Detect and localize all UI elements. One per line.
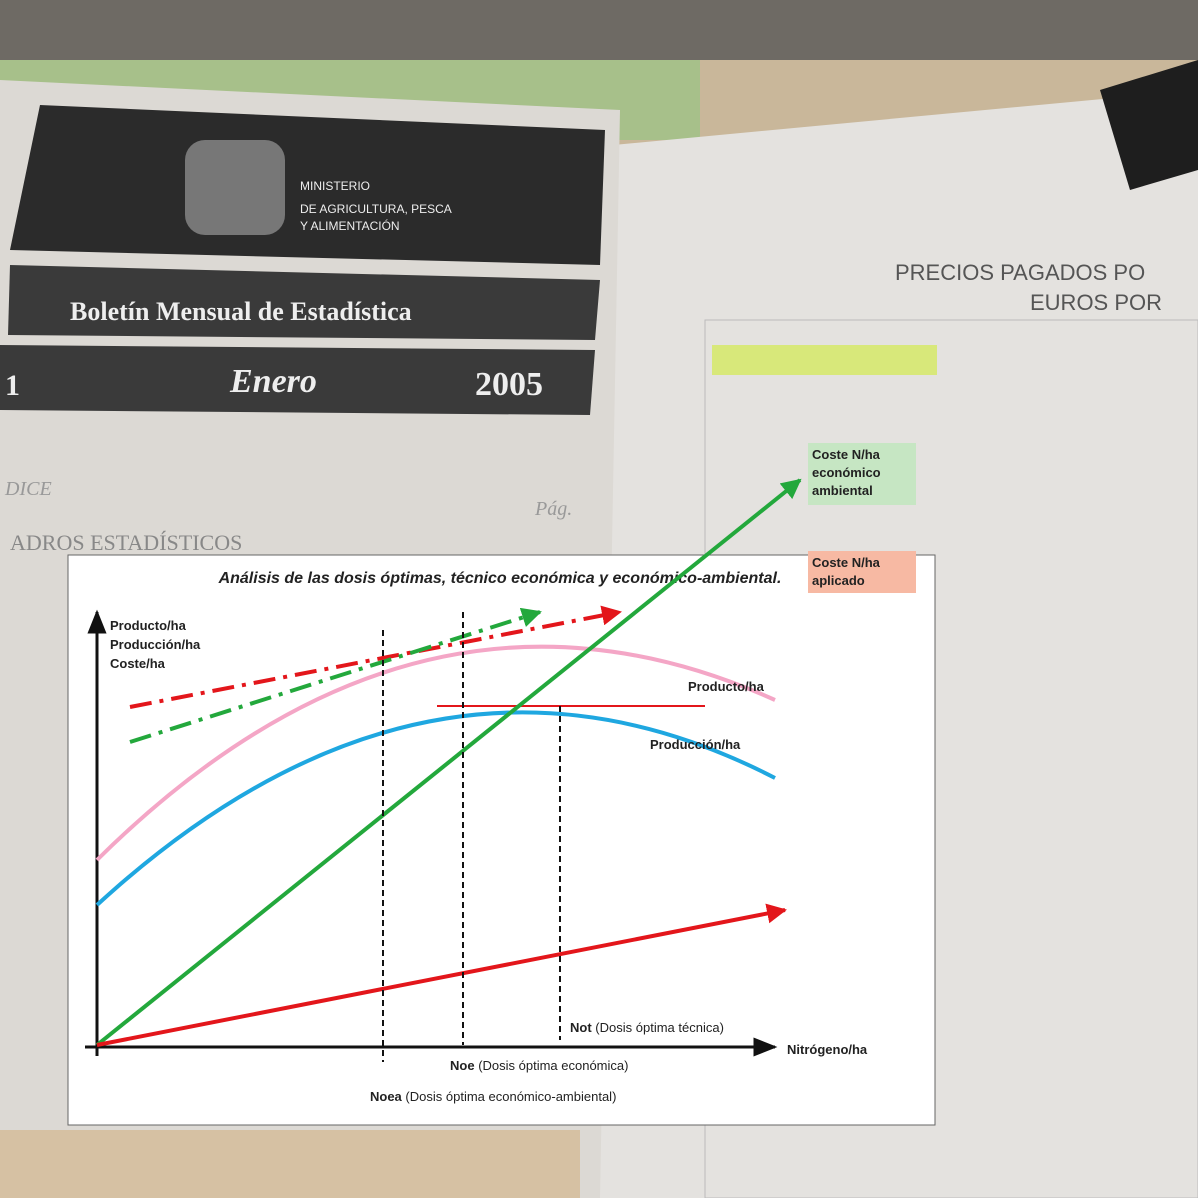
y-axis-label: Coste/ha [110, 656, 166, 671]
ministry-line: DE AGRICULTURA, PESCA [300, 202, 452, 216]
curve-label: Producción/ha [650, 737, 741, 752]
noe-text: (Dosis óptima económica) [478, 1058, 628, 1073]
noea-abbr: Noea [370, 1089, 403, 1104]
env-cost-label: Coste N/ha [812, 447, 881, 462]
date-band [0, 345, 595, 415]
section-label: ADROS ESTADÍSTICOS [10, 530, 242, 555]
noea-text: (Dosis óptima económico-ambiental) [405, 1089, 616, 1104]
issue: 1 [5, 369, 20, 402]
table-title: EUROS POR [1030, 290, 1162, 315]
ministry-line: MINISTERIO [300, 179, 370, 193]
applied-cost-line [96, 903, 787, 1047]
product-curve [95, 644, 776, 862]
x-axis-label: Nitrógeno/ha [787, 1042, 868, 1057]
title-band [8, 265, 600, 340]
noe-label: Noe (Dosis óptima económica) [450, 1058, 628, 1073]
ministry-line: Y ALIMENTACIÓN [300, 218, 400, 233]
not-abbr: Not [570, 1020, 592, 1035]
production-curve [95, 710, 776, 907]
dark-object [1100, 60, 1198, 190]
page-label: Pág. [534, 498, 572, 520]
index-label: DICE [4, 478, 52, 500]
env-ratio-line [129, 607, 542, 744]
env-cost-label: económico [812, 465, 881, 480]
env-cost-box [808, 443, 916, 505]
noe-abbr: Noe [450, 1058, 475, 1073]
month: Enero [229, 363, 317, 400]
env-cost-line [95, 478, 802, 1047]
curve-label: Producto/ha [688, 679, 765, 694]
diagram-title: Análisis de las dosis óptimas, técnico e… [218, 570, 782, 587]
header-band [10, 105, 605, 265]
table-title: PRECIOS PAGADOS PO [895, 260, 1145, 285]
y-axis-label: Producción/ha [110, 637, 201, 652]
y-axis-label: Producto/ha [110, 618, 187, 633]
not-label: Not (Dosis óptima técnica) [570, 1020, 724, 1035]
year: 2005 [475, 366, 543, 403]
bulletin-title: Boletín Mensual de Estadística [70, 297, 412, 326]
applied-cost-label: aplicado [812, 573, 865, 588]
not-text: (Dosis óptima técnica) [595, 1020, 724, 1035]
coat-of-arms [185, 140, 285, 235]
top-shadow [0, 0, 1198, 60]
bottom-card [0, 1130, 580, 1198]
table-highlight [712, 345, 937, 375]
noea-label: Noea (Dosis óptima económico-ambiental) [370, 1089, 616, 1104]
applied-cost-label: Coste N/ha [812, 555, 881, 570]
env-cost-label: ambiental [812, 483, 873, 498]
applied-cost-box [808, 551, 916, 593]
